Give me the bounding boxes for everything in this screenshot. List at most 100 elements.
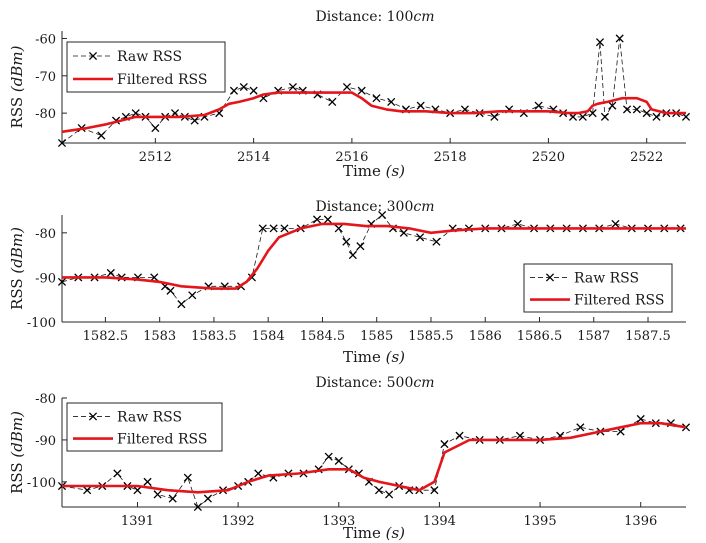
raw-point <box>166 286 175 295</box>
raw-point <box>378 210 387 220</box>
raw-point <box>133 486 142 495</box>
raw-point <box>203 494 212 503</box>
y-tick-label: -70 <box>35 70 56 85</box>
title-prefix: Distance: 300 <box>315 199 413 215</box>
raw-point <box>328 97 337 106</box>
raw-point <box>681 112 691 121</box>
legend-entry-filtered: Filtered RSS <box>117 72 207 88</box>
legend-entry-raw: Raw RSS <box>117 409 182 425</box>
y-tick-label: -100 <box>27 316 56 331</box>
x-tick-label: 1395 <box>524 514 557 529</box>
legend: Raw RSS Filtered RSS <box>66 41 226 93</box>
raw-point <box>288 82 297 92</box>
raw-point <box>416 101 425 110</box>
raw-point <box>632 105 641 114</box>
raw-point <box>151 124 160 133</box>
raw-point <box>170 109 180 118</box>
plot-area <box>57 210 686 309</box>
raw-point <box>652 112 661 121</box>
raw-point <box>615 34 624 43</box>
x-tick-label: 1392 <box>222 514 255 529</box>
x-tick-label: 1586 <box>469 329 502 344</box>
raw-point <box>576 423 585 432</box>
y-tick-label: -60 <box>35 32 56 47</box>
raw-point <box>595 38 605 47</box>
x-tick-label: 2522 <box>630 150 663 165</box>
raw-point <box>323 215 332 224</box>
raw-point <box>190 116 199 125</box>
raw-point <box>608 101 617 110</box>
x-tick-label: 1582.5 <box>83 329 129 344</box>
legend-box <box>66 402 223 452</box>
raw-point <box>455 431 464 440</box>
legend-raw-marker <box>88 412 98 421</box>
raw-point <box>568 112 578 121</box>
x-tick-label: 1585 <box>360 329 393 344</box>
raw-point <box>188 291 197 300</box>
legend-raw-marker <box>88 51 98 61</box>
raw-point <box>374 486 384 495</box>
chart-panel-3: Distance: 500cm 1391 1392 1393 1394 1395 1396 -… <box>8 375 691 542</box>
raw-point <box>113 469 122 478</box>
raw-point <box>324 452 333 461</box>
raw-point <box>97 131 106 140</box>
x-tick-label: 2518 <box>434 150 467 165</box>
raw-point <box>356 242 365 251</box>
raw-point <box>342 237 351 246</box>
raw-point <box>432 237 441 246</box>
x-tick-label: 2516 <box>335 150 368 165</box>
series-filtered-line <box>62 421 687 494</box>
x-tick-label: 1393 <box>322 514 355 529</box>
x-tick-label: 1585.5 <box>408 329 454 344</box>
raw-point <box>622 105 632 114</box>
raw-point <box>83 486 92 495</box>
y-tick-label: -80 <box>35 227 56 242</box>
raw-point <box>249 86 258 95</box>
raw-point <box>430 486 439 495</box>
legend-raw-marker <box>545 273 555 282</box>
title-prefix: Distance: 500 <box>315 375 413 391</box>
raw-point <box>348 251 357 260</box>
y-tick-label: -100 <box>27 476 56 491</box>
raw-point <box>642 109 651 118</box>
raw-point <box>611 219 620 228</box>
chart-title: Distance: 100cm <box>315 9 434 25</box>
y-tick-label: -80 <box>35 107 56 122</box>
title-unit: cm <box>413 199 434 215</box>
x-tick-label: 1587 <box>577 329 610 344</box>
x-tick-label: 1584 <box>252 329 285 344</box>
x-tick-label: 1396 <box>624 514 657 529</box>
raw-point <box>588 109 597 118</box>
chart-title: Distance: 300cm <box>315 199 434 215</box>
raw-point <box>254 469 263 478</box>
x-tick-label: 1394 <box>423 514 456 529</box>
raw-point <box>578 112 587 121</box>
series-filtered-line <box>62 222 686 290</box>
raw-point <box>183 473 192 482</box>
raw-point <box>106 268 115 278</box>
raw-point <box>342 82 352 92</box>
x-tick-label: 1583 <box>143 329 176 344</box>
x-tick-label: 2514 <box>237 150 270 165</box>
y-tick-label: -90 <box>35 271 56 286</box>
raw-point <box>131 109 140 118</box>
legend-entry-filtered: Filtered RSS <box>117 432 207 448</box>
x-axis-label: Time (s) <box>343 348 405 366</box>
x-axis-label: Time (s) <box>343 162 405 180</box>
raw-point <box>616 427 625 436</box>
x-tick-label: 2520 <box>532 150 565 165</box>
raw-point <box>357 86 366 95</box>
x-tick-label: 1584.5 <box>300 329 346 344</box>
chart-panel-1: Distance: 100cm 2512 2514 2516 2518 2520 2522 -… <box>8 9 691 180</box>
raw-point <box>312 215 322 224</box>
raw-point <box>600 112 609 121</box>
raw-point <box>168 494 177 503</box>
raw-point <box>280 224 289 233</box>
raw-point <box>57 138 67 148</box>
legend: Raw RSS Filtered RSS <box>523 263 673 313</box>
raw-point <box>513 219 522 228</box>
raw-point <box>515 431 524 440</box>
x-axis-label: Time (s) <box>343 524 405 542</box>
raw-point <box>440 440 449 449</box>
